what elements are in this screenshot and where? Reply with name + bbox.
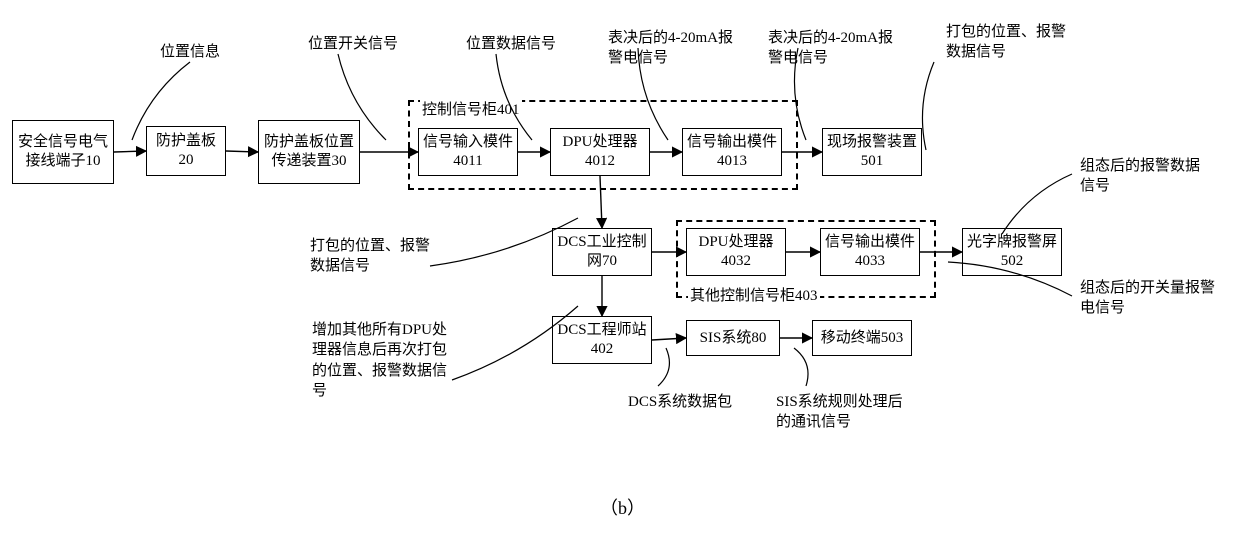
node-mobile-terminal-503: 移动终端503 — [812, 320, 912, 356]
label-repacked: 增加其他所有DPU处理器信息后再次打包的位置、报警数据信号 — [312, 320, 452, 401]
label-configured-switch: 组态后的开关量报警电信号 — [1080, 278, 1220, 319]
node-dcs-engineer-402: DCS工程师站402 — [552, 316, 652, 364]
label-configured-alarm: 组态后的报警数据信号 — [1080, 156, 1210, 197]
cabinet-403-label: 其他控制信号柜403 — [688, 284, 820, 305]
node-sis-system-80: SIS系统80 — [686, 320, 780, 356]
node-signal-input-4011: 信号输入模件4011 — [418, 128, 518, 176]
diagram-canvas: 控制信号柜401 其他控制信号柜403 安全信号电气接线端子10 防护盖板20 … — [0, 0, 1240, 533]
figure-caption: （b） — [600, 494, 645, 520]
label-position-switch-signal: 位置开关信号 — [308, 34, 428, 54]
label-position-data-signal: 位置数据信号 — [466, 34, 586, 54]
label-position-info: 位置信息 — [160, 42, 240, 62]
node-signal-output-4013: 信号输出模件4013 — [682, 128, 782, 176]
node-dcs-network-70: DCS工业控制网70 — [552, 228, 652, 276]
label-sis-rule: SIS系统规则处理后的通讯信号 — [776, 392, 906, 433]
node-signal-output-4033: 信号输出模件4033 — [820, 228, 920, 276]
label-packed-right: 打包的位置、报警数据信号 — [946, 22, 1066, 63]
node-light-panel-502: 光字牌报警屏502 — [962, 228, 1062, 276]
label-packed-left: 打包的位置、报警数据信号 — [310, 236, 440, 277]
label-dcs-packet: DCS系统数据包 — [628, 392, 748, 412]
cabinet-401-label: 控制信号柜401 — [420, 98, 522, 119]
node-cover-plate-20: 防护盖板20 — [146, 126, 226, 176]
node-safety-terminal-10: 安全信号电气接线端子10 — [12, 120, 114, 184]
label-voted-420ma-b: 表决后的4-20mA报警电信号 — [768, 28, 898, 69]
label-voted-420ma-a: 表决后的4-20mA报警电信号 — [608, 28, 738, 69]
node-site-alarm-501: 现场报警装置501 — [822, 128, 922, 176]
node-dpu-4012: DPU处理器4012 — [550, 128, 650, 176]
node-cover-sensor-30: 防护盖板位置传递装置30 — [258, 120, 360, 184]
node-dpu-4032: DPU处理器4032 — [686, 228, 786, 276]
